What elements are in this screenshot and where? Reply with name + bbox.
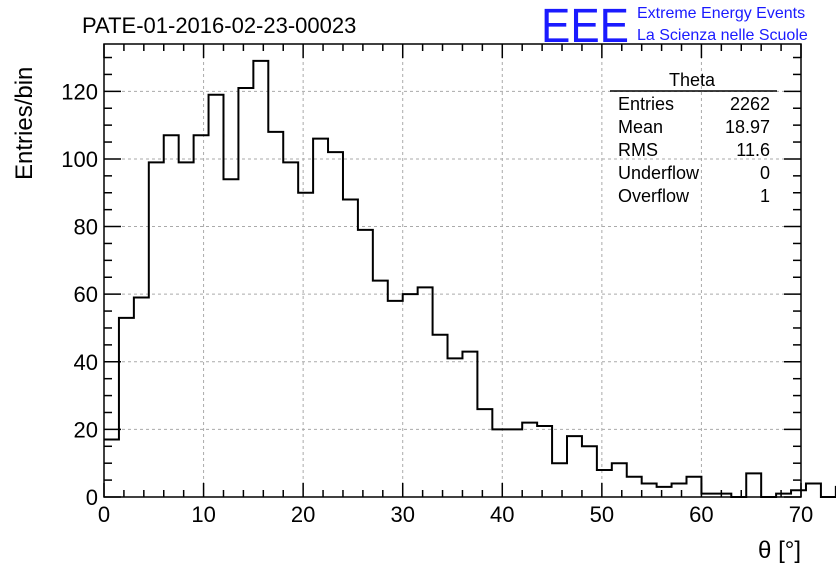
eee-logo-line1: Extreme Energy Events <box>637 5 805 22</box>
eee-logo-line2: La Scienza nelle Scuole <box>637 27 808 44</box>
x-tick-label: 20 <box>291 502 315 527</box>
stats-label: Overflow <box>618 186 690 206</box>
stats-box-title: Theta <box>669 70 716 90</box>
x-axis-title: θ [°] <box>758 537 801 564</box>
x-tick-label: 10 <box>191 502 215 527</box>
stats-value: 2262 <box>730 94 770 114</box>
y-tick-label: 80 <box>74 215 98 240</box>
stats-label: Underflow <box>618 163 700 183</box>
stats-value: 11.6 <box>736 140 770 160</box>
stats-value: 0 <box>760 163 770 183</box>
x-tick-label: 40 <box>490 502 514 527</box>
stats-label: Mean <box>618 117 663 137</box>
axis-ticks <box>103 44 802 498</box>
grid-lines <box>104 44 801 497</box>
y-tick-label: 0 <box>86 485 98 510</box>
eee-logo-mark: EEE <box>541 0 629 53</box>
chart-title: PATE-01-2016-02-23-00023 <box>82 13 356 38</box>
y-tick-label: 40 <box>74 350 98 375</box>
x-tick-label: 60 <box>689 502 713 527</box>
x-tick-label: 70 <box>789 502 813 527</box>
eee-logo: EEE Extreme Energy Events La Scienza nel… <box>541 0 808 53</box>
x-tick-label: 0 <box>98 502 110 527</box>
x-tick-label: 30 <box>390 502 414 527</box>
y-tick-label: 100 <box>61 147 98 172</box>
x-tick-label: 50 <box>590 502 614 527</box>
plot-frame <box>103 43 802 498</box>
y-tick-label: 20 <box>74 417 98 442</box>
stats-value: 1 <box>760 186 770 206</box>
y-axis-title: Entries/bin <box>11 67 38 180</box>
stats-label: Entries <box>618 94 674 114</box>
y-tick-label: 60 <box>74 282 98 307</box>
y-tick-label: 120 <box>61 79 98 104</box>
stats-box: Theta Entries 2262 Mean 18.97 RMS 11.6 Underfl… <box>610 70 777 206</box>
stats-value: 18.97 <box>725 117 770 137</box>
stats-label: RMS <box>618 140 658 160</box>
